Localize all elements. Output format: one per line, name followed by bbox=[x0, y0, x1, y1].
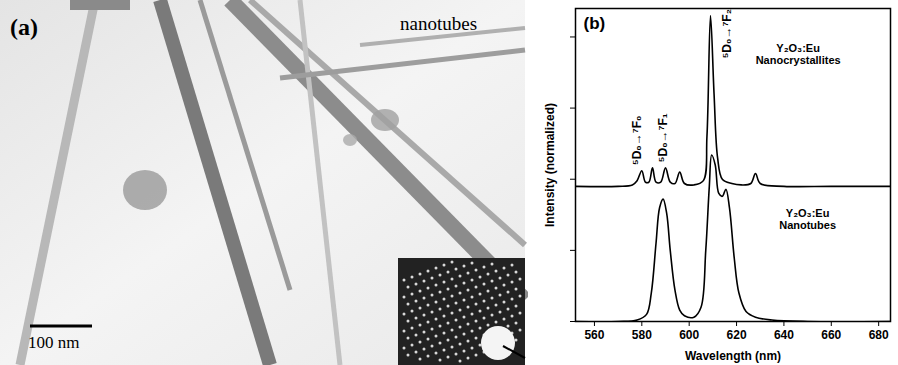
svg-text:Y₂O₃:EuNanotubes: Y₂O₃:EuNanotubes bbox=[779, 207, 836, 232]
svg-text:Y₂O₃:EuNanocrystallites: Y₂O₃:EuNanocrystallites bbox=[756, 42, 841, 67]
svg-text:⁵D₀→⁷F₀: ⁵D₀→⁷F₀ bbox=[630, 116, 644, 165]
svg-text:600: 600 bbox=[679, 328, 699, 342]
svg-text:⁵D₀→⁷F₁: ⁵D₀→⁷F₁ bbox=[656, 113, 670, 162]
svg-text:⁵D₀→⁷F₂: ⁵D₀→⁷F₂ bbox=[720, 9, 734, 58]
svg-text:560: 560 bbox=[584, 328, 604, 342]
svg-text:620: 620 bbox=[727, 328, 747, 342]
svg-text:Intensity (normalized): Intensity (normalized) bbox=[543, 103, 557, 227]
svg-text:580: 580 bbox=[632, 328, 652, 342]
svg-text:100 nm: 100 nm bbox=[28, 333, 79, 352]
svg-text:Wavelength (nm): Wavelength (nm) bbox=[685, 349, 781, 363]
svg-text:660: 660 bbox=[821, 328, 841, 342]
svg-text:640: 640 bbox=[774, 328, 794, 342]
svg-text:nanotubes: nanotubes bbox=[400, 13, 477, 34]
svg-text:(a): (a) bbox=[10, 14, 38, 40]
svg-text:680: 680 bbox=[869, 328, 889, 342]
svg-text:(b): (b) bbox=[584, 14, 606, 33]
